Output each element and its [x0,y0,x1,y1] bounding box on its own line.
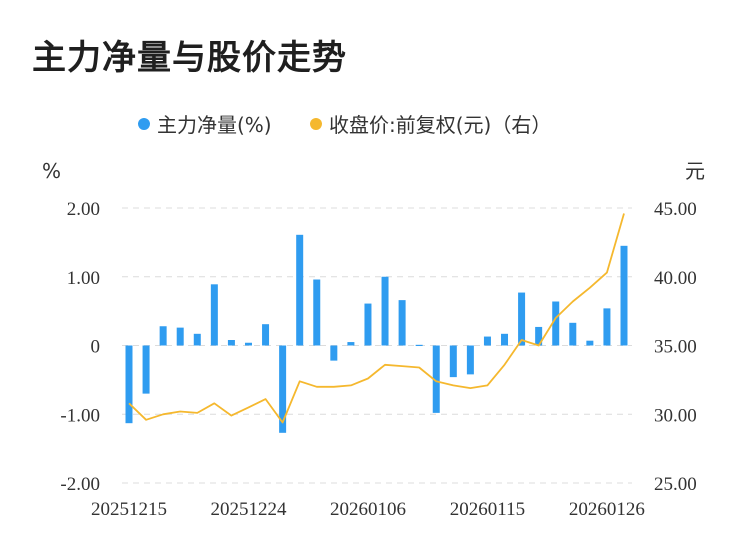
legend-label-close-price: 收盘价:前复权(元)（右） [329,113,551,137]
bar[interactable] [620,245,628,346]
bar[interactable] [569,322,577,346]
bar[interactable] [466,345,474,375]
y-right-tick-label: 25.00 [654,474,697,495]
x-tick-label: 20251215 [91,499,167,520]
bar[interactable] [347,342,355,346]
y-right-tick-label: 30.00 [654,405,697,426]
legend: 主力净量(%) 收盘价:前复权(元)（右） [138,113,551,137]
page-title: 主力净量与股价走势 [32,38,347,78]
y-right-tick-label: 40.00 [654,268,697,289]
bar[interactable] [483,336,491,346]
bar[interactable] [227,340,235,346]
legend-marker-main-net [138,118,150,130]
bar[interactable] [415,344,423,347]
y-right-tick-label: 35.00 [654,337,697,358]
bar[interactable] [262,324,270,346]
bar[interactable] [244,342,252,346]
bar[interactable] [586,340,594,346]
bar[interactable] [381,276,389,346]
x-tick-label: 20251224 [210,499,287,520]
bar[interactable] [313,279,321,346]
bar[interactable] [603,308,611,346]
x-ticks: 20251215 20251224 20260106 20260115 20260126 [91,499,645,520]
x-tick-label: 20260126 [569,499,645,520]
y-left-tick-label: -1.00 [60,405,100,426]
bar[interactable] [518,292,526,346]
bar[interactable] [552,301,560,346]
bar[interactable] [193,333,201,346]
y-right-unit: 元 [685,159,705,183]
bar-series [125,234,628,433]
legend-marker-close-price [310,118,322,130]
bar[interactable] [364,303,372,346]
bar[interactable] [210,284,218,346]
legend-item-main-net[interactable]: 主力净量(%) [138,113,272,137]
line-series [128,213,625,424]
bar[interactable] [176,327,184,346]
bar[interactable] [142,345,150,394]
y-left-tick-label: 1.00 [67,268,100,289]
bar[interactable] [159,326,167,346]
bar[interactable] [398,300,406,346]
grid [122,207,632,484]
price-line[interactable] [128,213,625,424]
bar[interactable] [296,234,304,346]
x-tick-label: 20260115 [450,499,525,520]
y-right-tick-label: 45.00 [654,199,697,220]
y-left-tick-label: 2.00 [67,199,100,220]
bar[interactable] [330,345,338,361]
bar[interactable] [125,345,133,424]
y-left-tick-label: 0 [91,337,101,358]
bar[interactable] [501,333,509,346]
legend-item-close-price[interactable]: 收盘价:前复权(元)（右） [310,113,551,137]
x-tick-label: 20260106 [330,499,406,520]
bar[interactable] [449,345,457,378]
y-left-tick-label: -2.00 [60,474,100,495]
bar[interactable] [279,345,287,433]
y-left-unit: % [42,159,61,183]
y-right-ticks: 45.00 40.00 35.00 30.00 25.00 [654,199,697,495]
bar[interactable] [432,345,440,413]
y-left-ticks: 2.00 1.00 0 -1.00 -2.00 [60,199,100,495]
bar[interactable] [535,326,543,346]
legend-label-main-net: 主力净量(%) [157,113,272,137]
